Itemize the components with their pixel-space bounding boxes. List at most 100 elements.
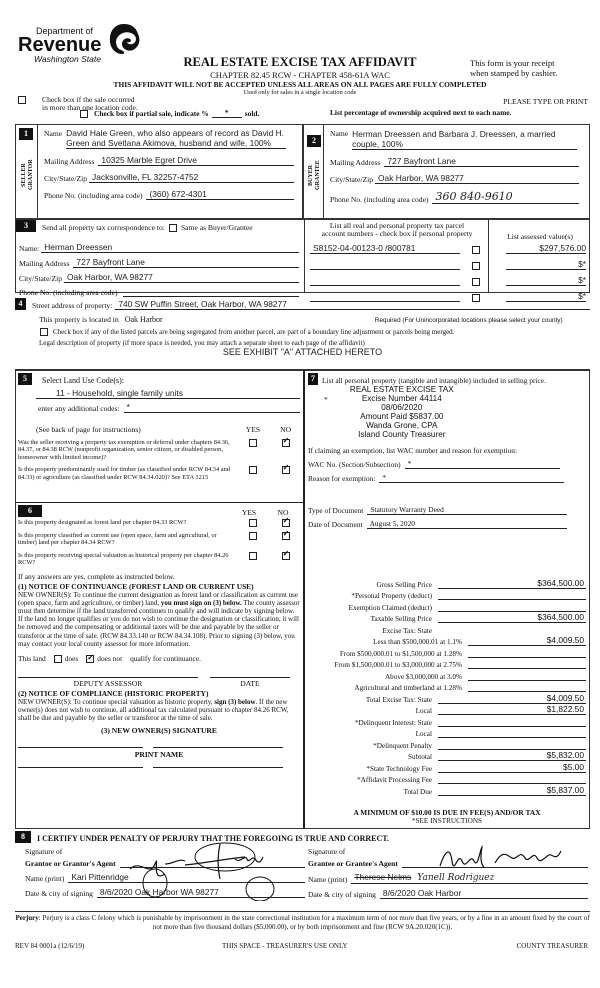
additional-codes-field[interactable]: * xyxy=(123,402,300,413)
wac-field[interactable]: * xyxy=(404,459,560,469)
grantor-signature-field[interactable] xyxy=(119,856,305,868)
personal-property-label: List all personal property (tangible and… xyxy=(322,376,546,385)
phone-label: Phone No. (including area code) xyxy=(44,191,143,200)
tax-row-value[interactable]: $364,500.00 xyxy=(438,612,586,623)
tax-row-value[interactable] xyxy=(468,647,586,658)
personal-property-checkbox[interactable] xyxy=(472,294,480,302)
legal-description-field[interactable]: SEE EXHIBIT "A" ATTACHED HERETO xyxy=(222,347,383,357)
partial-sale-percent[interactable]: * xyxy=(211,108,242,118)
tax-row-value[interactable] xyxy=(468,670,586,681)
tax-row-value[interactable]: $4,009.50 xyxy=(468,635,586,646)
buyer-grantee-label: BUYER GRANTEE xyxy=(308,160,321,190)
tax-row-value[interactable] xyxy=(438,739,586,750)
tax-row-value[interactable]: $5.00 xyxy=(438,762,586,773)
logo-state: Washington State xyxy=(34,54,101,64)
no-checkbox[interactable] xyxy=(281,464,290,475)
tax-row-value[interactable] xyxy=(438,589,586,600)
parcel-row: $* xyxy=(310,291,586,302)
personal-property-checkbox[interactable] xyxy=(472,262,480,270)
location-select[interactable]: Oak Harbor xyxy=(124,315,163,324)
doc-type-field[interactable]: Statutory Warranty Deed xyxy=(367,505,568,515)
parcel-number-field[interactable] xyxy=(310,260,460,270)
print-name-line[interactable] xyxy=(18,766,143,768)
grantor-date-city-field[interactable]: 8/6/2020 Oak Harbor WA 98277 xyxy=(96,887,305,898)
new-owner-signature-line-2[interactable] xyxy=(153,746,283,748)
correspondence-phone-field[interactable] xyxy=(123,287,299,297)
buyer-city-field[interactable]: Oak Harbor, WA 98277 xyxy=(375,173,579,184)
tax-row-label: Excise Tax: State xyxy=(382,626,432,635)
reason-field[interactable]: * xyxy=(379,473,565,483)
tax-row-value[interactable] xyxy=(438,716,586,727)
no-checkbox[interactable] xyxy=(281,530,290,540)
segregated-checkbox[interactable] xyxy=(40,328,48,336)
tax-row-value[interactable] xyxy=(438,773,586,784)
tax-row-value[interactable]: $364,500.00 xyxy=(438,578,586,589)
tax-row-value[interactable] xyxy=(438,601,586,612)
assessed-value-field[interactable]: $* xyxy=(506,275,586,286)
seller-mailing-field[interactable]: 10325 Marble Egret Drive xyxy=(98,155,294,166)
correspondence-mailing-field[interactable]: 727 Bayfront Lane xyxy=(73,257,299,268)
no-checkbox[interactable] xyxy=(281,550,290,560)
partial-sale-checkbox[interactable] xyxy=(80,110,88,118)
personal-property-checkbox[interactable] xyxy=(472,278,480,286)
no-checkbox[interactable] xyxy=(281,517,290,527)
street-address-field[interactable]: 740 SW Puffin Street, Oak Harbor, WA 982… xyxy=(115,299,590,310)
does-checkbox[interactable] xyxy=(53,655,62,664)
assessor-date[interactable]: DATE xyxy=(210,677,290,688)
same-as-buyer-checkbox[interactable] xyxy=(168,224,177,232)
tax-row-value[interactable]: $4,009.50 xyxy=(438,693,586,704)
buyer-mailing-field[interactable]: 727 Bayfront Lane xyxy=(384,156,579,167)
personal-property-checkbox[interactable] xyxy=(472,246,480,254)
personal-property-field[interactable]: * xyxy=(324,395,328,404)
date-city-label: Date & city of signing xyxy=(308,890,376,899)
parcel-number-field[interactable] xyxy=(310,292,460,302)
does-not-checkbox[interactable] xyxy=(86,653,95,664)
parcel-number-field[interactable]: S8152-04-00123-0 /800781 xyxy=(310,243,460,254)
form-subtitle: CHAPTER 82.45 RCW - CHAPTER 458-61A WAC xyxy=(210,70,390,80)
new-owner-signature-line[interactable] xyxy=(18,746,143,748)
seller-phone-field[interactable]: (360) 672-4301 xyxy=(146,189,294,200)
grantee-date-city-field[interactable]: 8/6/2020 Oak Harbor xyxy=(379,888,588,899)
tax-row-value[interactable]: $5,832.00 xyxy=(438,750,586,761)
land-use-select[interactable]: 11 - Household, single family units xyxy=(36,388,300,399)
tax-row-value[interactable]: $5,837.00 xyxy=(438,785,586,796)
yes-checkbox[interactable] xyxy=(248,519,257,527)
deputy-assessor-signature[interactable]: DEPUTY ASSESSOR xyxy=(18,677,198,688)
tax-row-value[interactable]: $1,822.50 xyxy=(438,704,586,715)
grantee-signature-field[interactable] xyxy=(401,856,588,868)
multi-location-checkbox[interactable] xyxy=(18,96,26,104)
buyer-name-field[interactable]: Herman Dreessen and Barbara J. Dreessen,… xyxy=(352,129,578,150)
section-number: 7 xyxy=(308,373,318,385)
yes-checkbox[interactable] xyxy=(248,439,257,447)
phone-label: Phone No. (including area code) xyxy=(19,288,118,297)
yes-checkbox[interactable] xyxy=(248,532,257,540)
no-checkbox[interactable] xyxy=(281,437,290,447)
print-name-line-2[interactable] xyxy=(153,766,283,768)
yes-checkbox[interactable] xyxy=(248,466,257,475)
grantor-agent-label: Grantor or Grantor's Agent xyxy=(25,859,116,868)
land-use-label: Select Land Use Code(s): xyxy=(42,376,124,385)
seller-city-field[interactable]: Jacksonville, FL 32257-4752 xyxy=(89,172,294,183)
tax-row: *Delinquent Penalty xyxy=(308,738,586,750)
grantor-print-name-field[interactable]: Kari Pittenridge xyxy=(68,872,305,883)
yes-checkbox[interactable] xyxy=(248,551,257,560)
street-label: Street address of property: xyxy=(32,301,113,310)
seller-name-field[interactable]: David Hale Green, who also appears of re… xyxy=(66,128,287,149)
form-revision: REV 84 0001a (12/6/19) xyxy=(15,942,85,950)
tax-row-value[interactable] xyxy=(438,727,586,738)
assessed-value-field[interactable]: $297,576.00 xyxy=(506,243,586,254)
tax-row-value[interactable] xyxy=(468,658,586,669)
tax-row-value[interactable] xyxy=(468,681,586,692)
section-number: 3 xyxy=(16,220,36,232)
parcel-number-field[interactable] xyxy=(310,276,460,286)
correspondence-name-field[interactable]: Herman Dreessen xyxy=(41,242,299,253)
buyer-phone-field[interactable]: 360 840-9610 xyxy=(432,190,579,204)
no-header: NO xyxy=(280,425,292,434)
qualify-label: qualify for continuance. xyxy=(130,654,201,664)
assessed-value-field[interactable]: $* xyxy=(506,291,586,302)
grantee-print-name-field[interactable]: Therese Nelms Yanell Rodriguez xyxy=(351,872,588,884)
correspondence-city-field[interactable]: Oak Harbor, WA 98277 xyxy=(64,272,299,283)
doc-date-field[interactable]: August 5, 2020 xyxy=(366,519,567,529)
dor-logo: Department of Revenue Washington State xyxy=(18,24,140,64)
assessed-value-field[interactable]: $* xyxy=(506,259,586,270)
